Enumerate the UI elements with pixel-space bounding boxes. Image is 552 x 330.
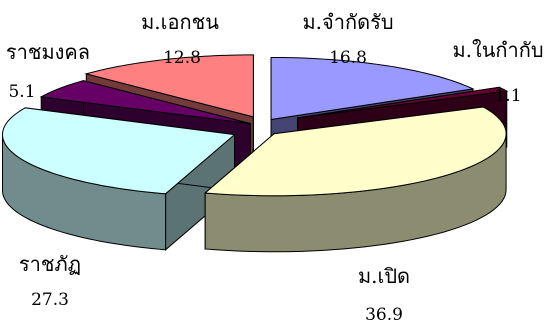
slice-label-5: ม.เอกชน: [141, 10, 219, 34]
slice-value-5: 12.8: [163, 48, 201, 68]
pie-slice-2: [203, 106, 507, 253]
slice-label-4: ราชมงคล: [5, 40, 91, 64]
slice-value-3: 27.3: [31, 290, 69, 310]
slice-label-0: ม.จำกัดรับ: [302, 10, 394, 34]
slice-value-4: 5.1: [8, 82, 36, 102]
slice-value-2: 36.9: [365, 305, 403, 325]
slice-label-3: ราชภัฏ: [18, 252, 82, 276]
slice-label-2: ม.เปิด: [357, 264, 411, 288]
slice-value-0: 16.8: [329, 48, 367, 68]
slice-label-1: ม.ในกำกับ: [452, 38, 544, 62]
pie-slice-3: [2, 107, 236, 251]
slice-value-1: 1.1: [494, 86, 522, 106]
